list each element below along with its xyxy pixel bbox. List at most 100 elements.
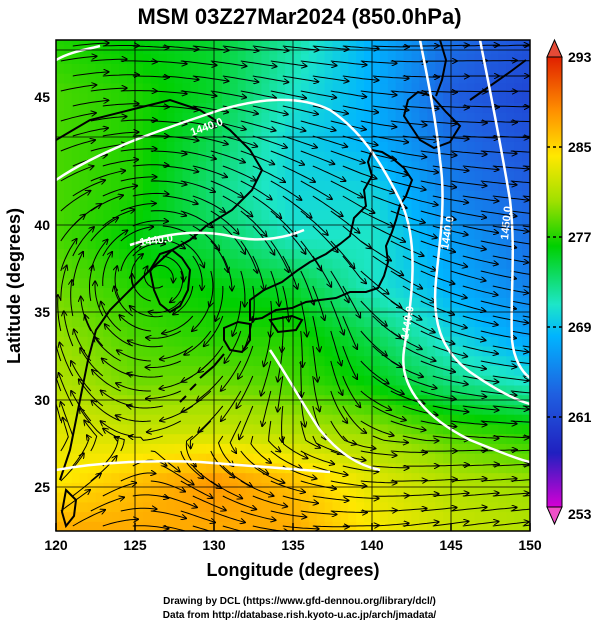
wind-streamline (462, 464, 499, 466)
temperature-cell (269, 482, 278, 493)
temperature-cell (293, 336, 302, 347)
temperature-cell (522, 170, 530, 181)
temperature-cell (253, 316, 262, 328)
temperature-cell (316, 40, 326, 45)
wind-streamline (522, 165, 530, 168)
temperature-cell (269, 453, 278, 464)
temperature-cell (308, 180, 318, 191)
wind-streamline (90, 171, 125, 182)
temperature-cell (142, 258, 152, 269)
temperature-cell (324, 375, 334, 386)
wind-streamline (264, 330, 272, 366)
temperature-cell (419, 121, 428, 133)
temperature-cell (237, 384, 247, 396)
temperature-cell (474, 209, 484, 220)
temperature-cell (379, 121, 389, 133)
temperature-cell (269, 423, 278, 435)
temperature-cell (482, 92, 492, 103)
temperature-cell (277, 472, 286, 483)
temperature-cell (221, 219, 231, 230)
wind-streamline (270, 510, 307, 517)
temperature-cell (56, 453, 65, 464)
temperature-cell (411, 92, 420, 103)
temperature-cell (372, 258, 381, 269)
temperature-cell (427, 462, 436, 474)
temperature-cell (427, 73, 436, 84)
temperature-cell (451, 92, 460, 103)
temperature-cell (190, 511, 199, 522)
temperature-cell (316, 92, 326, 103)
temperature-cell (474, 277, 484, 289)
wind-streamline (450, 180, 487, 186)
temperature-cell (316, 297, 326, 308)
temperature-cell (419, 82, 428, 94)
wind-streamline (420, 360, 455, 372)
temperature-cell (419, 180, 428, 191)
temperature-cell (111, 423, 120, 435)
wind-streamline (150, 510, 186, 518)
temperature-cell (142, 404, 152, 415)
temperature-cell (332, 219, 341, 230)
temperature-cell (214, 102, 223, 113)
wind-streamline (120, 149, 157, 151)
temperature-cell (119, 511, 128, 522)
temperature-cell (474, 384, 484, 396)
temperature-cell (285, 521, 294, 531)
temperature-cell (229, 43, 239, 55)
temperature-cell (277, 92, 286, 103)
temperature-cell (293, 316, 302, 328)
temperature-cell (514, 160, 523, 172)
temperature-cell (198, 151, 207, 162)
temperature-cell (332, 521, 341, 531)
temperature-cell (158, 287, 168, 298)
temperature-cell (87, 102, 97, 113)
temperature-cell (427, 521, 436, 531)
temperature-cell (514, 229, 523, 240)
x-tick-125: 125 (123, 537, 147, 553)
temperature-cell (466, 160, 476, 172)
temperature-cell (427, 375, 436, 386)
temperature-cell (522, 248, 530, 259)
temperature-cell (150, 219, 160, 230)
temperature-cell (285, 297, 294, 308)
temperature-cell (474, 238, 484, 250)
temperature-cell (87, 336, 97, 347)
temperature-cell (293, 92, 302, 103)
temperature-cell (356, 365, 365, 376)
temperature-cell (293, 521, 302, 531)
temperature-cell (387, 521, 397, 531)
temperature-cell (111, 190, 120, 201)
temperature-cell (158, 151, 168, 162)
temperature-cell (245, 453, 255, 464)
temperature-cell (332, 258, 341, 269)
temperature-cell (490, 501, 499, 513)
temperature-cell (387, 43, 397, 55)
wind-streamline (390, 300, 422, 320)
wind-streamline (101, 421, 133, 437)
wind-streamline (60, 85, 97, 92)
temperature-cell (103, 73, 112, 84)
temperature-cell (466, 433, 476, 444)
temperature-cell (490, 287, 499, 298)
temperature-cell (514, 63, 523, 74)
wind-streamline (238, 345, 254, 379)
temperature-cell (269, 277, 278, 289)
temperature-cell (174, 336, 183, 347)
temperature-cell (71, 92, 81, 103)
temperature-cell (506, 170, 515, 181)
wind-streamline (127, 373, 163, 378)
temperature-cell (458, 511, 468, 522)
temperature-cell (214, 219, 223, 230)
temperature-cell (411, 258, 420, 269)
temperature-cell (190, 375, 199, 386)
temperature-cell (56, 258, 65, 269)
wind-streamline (150, 151, 187, 154)
temperature-cell (348, 345, 357, 357)
temperature-cell (285, 40, 294, 45)
temperature-cell (340, 238, 349, 250)
temperature-cell (253, 287, 262, 298)
temperature-cell (63, 229, 73, 240)
temperature-cell (348, 472, 357, 483)
temperature-cell (451, 453, 460, 464)
temperature-cell (324, 170, 334, 181)
